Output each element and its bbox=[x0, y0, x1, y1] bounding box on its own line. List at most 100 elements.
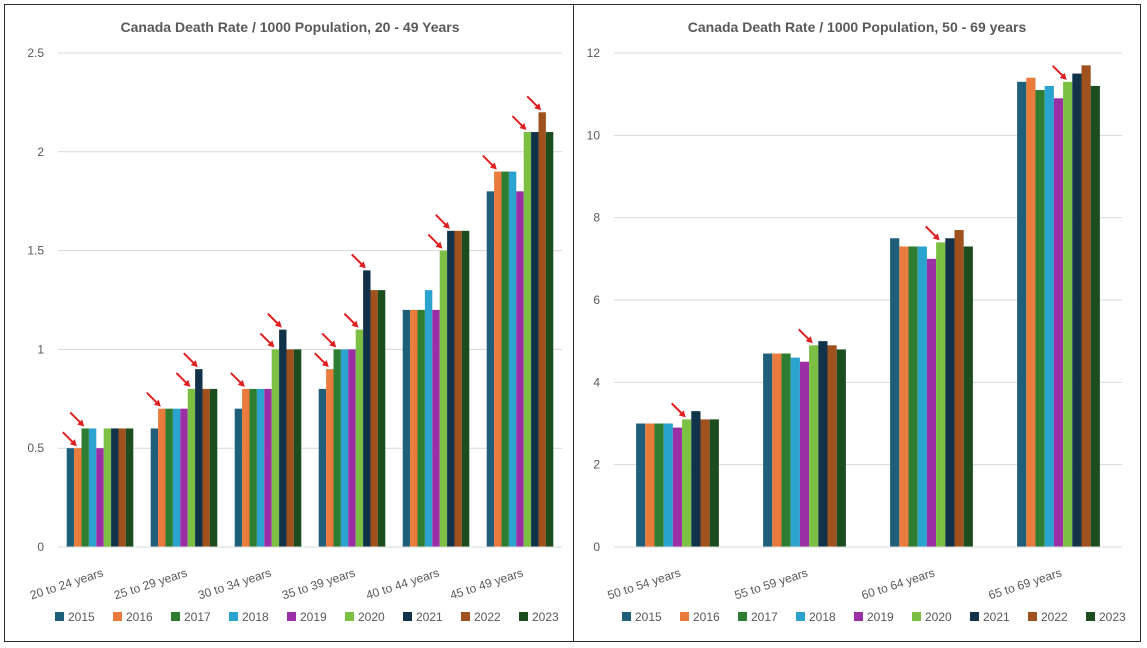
right-bar-2016 bbox=[645, 423, 655, 547]
left-bar-2019 bbox=[516, 191, 524, 547]
right-legend-swatch-2019 bbox=[854, 612, 863, 621]
arrow-head bbox=[442, 221, 450, 229]
left-bar-2023 bbox=[293, 349, 302, 547]
arrow-shaft bbox=[62, 431, 75, 444]
right-bar-2016 bbox=[899, 246, 909, 547]
left-bar-2021 bbox=[363, 270, 371, 547]
right-bar-2022 bbox=[700, 419, 710, 547]
left-bar-2017 bbox=[417, 309, 425, 547]
left-bar-2015 bbox=[66, 448, 75, 547]
left-legend-label-2020: 2020 bbox=[358, 610, 385, 624]
right-bar-2020 bbox=[1063, 81, 1073, 548]
arrow-head bbox=[321, 360, 329, 368]
right-bar-2021 bbox=[691, 411, 701, 547]
right-bar-2022 bbox=[954, 230, 964, 547]
left-bar-2015 bbox=[318, 388, 327, 547]
left-bar-2020 bbox=[355, 329, 364, 547]
left-annotation-arrow bbox=[146, 391, 161, 407]
left-bar-2019 bbox=[348, 349, 356, 547]
right-y-tick-label: 6 bbox=[593, 293, 600, 307]
left-bar-2015 bbox=[402, 309, 411, 547]
right-bar-2020 bbox=[682, 419, 692, 547]
left-bar-2016 bbox=[242, 388, 250, 547]
arrow-head bbox=[519, 123, 527, 131]
panel-divider bbox=[573, 4, 574, 642]
right-bar-2023 bbox=[709, 419, 719, 547]
right-bar-2022 bbox=[827, 345, 837, 547]
right-bar-2020 bbox=[936, 242, 946, 547]
right-legend-label-2019: 2019 bbox=[867, 610, 894, 624]
left-bar-2021 bbox=[531, 132, 539, 548]
arrow-head bbox=[237, 379, 245, 387]
arrow-shaft bbox=[435, 214, 448, 227]
left-legend-swatch-2018 bbox=[229, 612, 238, 621]
right-bar-2016 bbox=[772, 353, 782, 547]
arrow-shaft bbox=[259, 332, 273, 346]
left-bar-2018 bbox=[424, 290, 433, 547]
left-bar-2020 bbox=[187, 388, 196, 547]
left-y-tick-label: 1 bbox=[37, 342, 44, 356]
left-y-tick-label: 1.5 bbox=[27, 244, 44, 258]
right-bar-2018 bbox=[917, 246, 927, 547]
left-annotation-arrow bbox=[175, 372, 191, 387]
left-bar-2018 bbox=[256, 388, 265, 547]
left-annotation-arrow bbox=[321, 332, 337, 348]
left-bar-2019 bbox=[96, 448, 104, 547]
right-bar-2016 bbox=[1026, 77, 1036, 547]
right-y-tick-label: 8 bbox=[593, 211, 600, 225]
left-bar-2019 bbox=[180, 408, 188, 547]
right-legend-label-2015: 2015 bbox=[635, 610, 662, 624]
right-bar-2017 bbox=[908, 246, 918, 547]
left-bar-2016 bbox=[158, 408, 166, 547]
left-y-tick-label: 0 bbox=[37, 540, 44, 554]
right-legend-swatch-2023 bbox=[1086, 612, 1095, 621]
arrow-head bbox=[435, 241, 443, 249]
arrow-head bbox=[805, 336, 813, 344]
left-annotation-arrow bbox=[267, 312, 282, 328]
left-annotation-arrow bbox=[511, 115, 527, 131]
left-legend-label-2018: 2018 bbox=[242, 610, 269, 624]
left-bar-2023 bbox=[377, 290, 386, 547]
chart-right-title: Canada Death Rate / 1000 Population, 50 … bbox=[688, 19, 1027, 35]
left-bar-2016 bbox=[494, 171, 502, 547]
left-annotation-arrow bbox=[69, 411, 85, 427]
right-bar-2020 bbox=[809, 345, 819, 547]
right-annotation-arrow bbox=[1051, 65, 1067, 80]
right-bar-2021 bbox=[818, 341, 828, 547]
right-legend-swatch-2022 bbox=[1028, 612, 1037, 621]
left-bar-2021 bbox=[447, 230, 455, 547]
right-bar-2023 bbox=[836, 349, 846, 547]
left-y-tick-label: 2.5 bbox=[27, 46, 44, 60]
left-bar-2023 bbox=[461, 230, 470, 547]
left-bar-2020 bbox=[523, 132, 532, 548]
arrow-head bbox=[77, 419, 85, 427]
left-bar-2017 bbox=[249, 388, 257, 547]
arrow-head bbox=[183, 379, 191, 387]
right-bar-2021 bbox=[945, 238, 955, 547]
left-annotation-arrow bbox=[230, 372, 245, 387]
left-bar-2018 bbox=[172, 408, 181, 547]
arrow-head bbox=[534, 103, 542, 111]
arrow-shaft bbox=[482, 154, 495, 168]
left-legend-label-2015: 2015 bbox=[68, 610, 95, 624]
left-annotation-arrow bbox=[526, 95, 542, 111]
left-bar-2020 bbox=[103, 428, 112, 547]
arrow-shaft bbox=[351, 253, 364, 267]
arrow-head bbox=[69, 439, 77, 447]
right-annotation-arrow bbox=[797, 328, 813, 344]
arrow-head bbox=[351, 320, 359, 328]
arrow-head bbox=[267, 340, 275, 348]
left-bar-2022 bbox=[538, 112, 546, 547]
right-bar-2017 bbox=[781, 353, 791, 547]
right-bar-2023 bbox=[963, 246, 973, 547]
left-bar-2017 bbox=[165, 408, 173, 547]
left-bar-2015 bbox=[234, 408, 243, 547]
left-bar-2019 bbox=[432, 309, 440, 547]
figure-frame bbox=[4, 4, 1141, 642]
right-y-tick-label: 4 bbox=[593, 375, 600, 389]
right-legend-label-2018: 2018 bbox=[809, 610, 836, 624]
right-legend-label-2016: 2016 bbox=[693, 610, 720, 624]
left-legend-swatch-2020 bbox=[345, 612, 354, 621]
left-bar-2018 bbox=[88, 428, 97, 547]
